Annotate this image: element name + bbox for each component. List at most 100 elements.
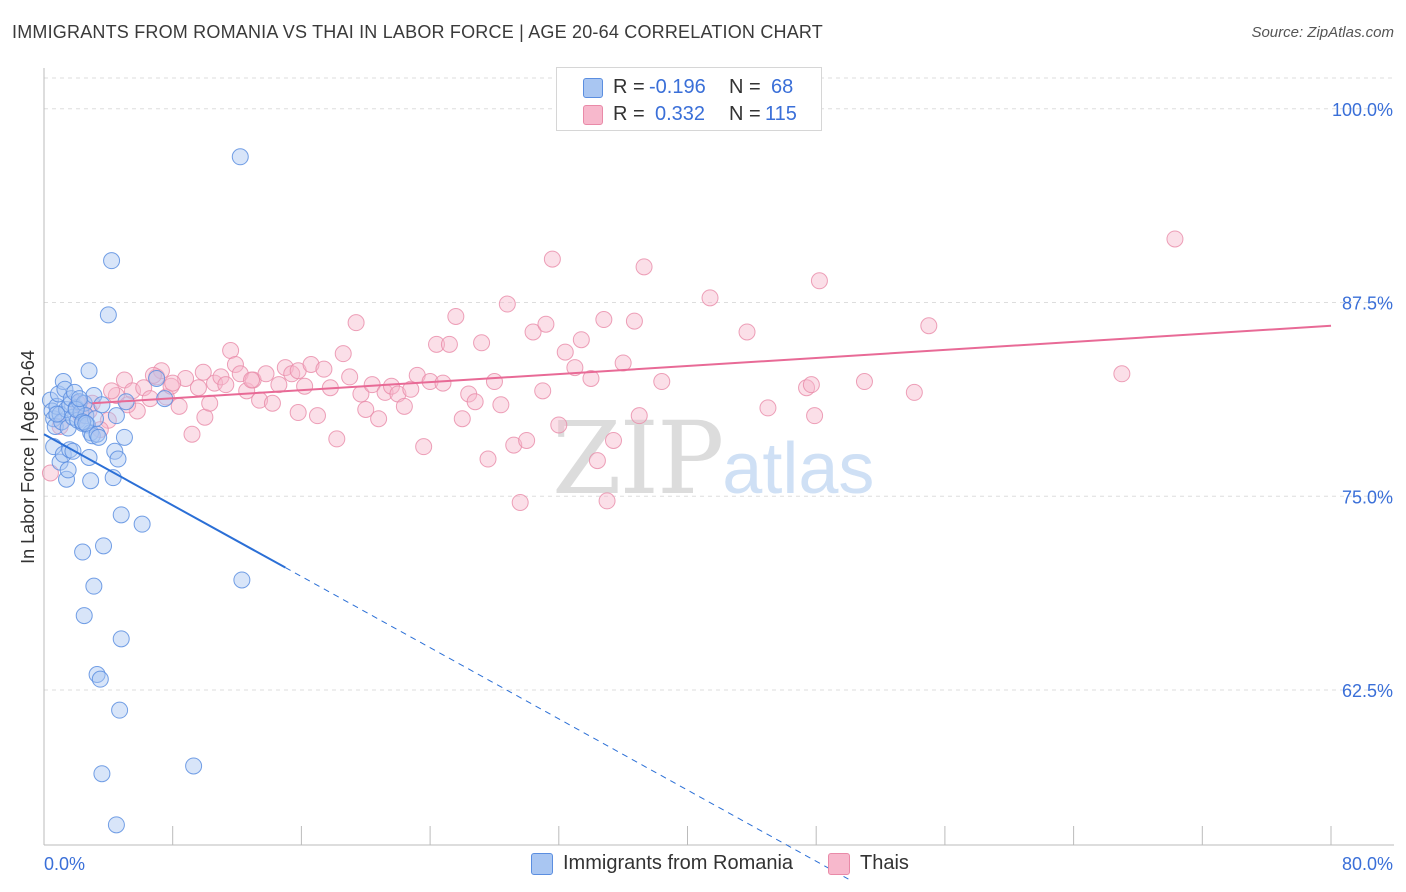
thais-point — [614, 354, 632, 372]
thais-point — [625, 312, 643, 330]
thais-point — [194, 363, 212, 381]
thais-point — [604, 431, 622, 449]
romania-point — [82, 472, 100, 490]
romania-point — [148, 369, 166, 387]
thais-point — [572, 331, 590, 349]
romania-point — [85, 577, 103, 595]
stats-legend: R = -0.196 N = 68 R = 0.332 N = 115 — [556, 67, 822, 131]
thais-point — [217, 376, 235, 394]
thais-point — [473, 334, 491, 352]
thais-point — [518, 431, 536, 449]
n-value: 68 — [771, 76, 794, 98]
thais-point — [144, 366, 162, 384]
thais-point — [598, 492, 616, 510]
romania-point — [107, 407, 125, 425]
x-tick-label: 80.0% — [1342, 854, 1393, 874]
thais-point — [485, 373, 503, 391]
y-tick-label: 100.0% — [1332, 100, 1393, 120]
thais-point — [270, 376, 288, 394]
thais-point — [566, 359, 584, 377]
thais-point — [183, 425, 201, 443]
source-credit: Source: ZipAtlas.com — [1251, 24, 1394, 41]
thais-point — [920, 317, 938, 335]
romania-point — [77, 414, 95, 432]
thais-point — [738, 323, 756, 341]
thais-point — [434, 374, 452, 392]
romania-point — [93, 396, 111, 414]
r-value: -0.196 — [649, 76, 706, 98]
romania-point — [48, 405, 66, 423]
legend-label: Immigrants from Romania — [563, 852, 794, 874]
thais-point — [415, 438, 433, 456]
legend-label: Thais — [860, 852, 909, 874]
romania-point — [95, 537, 113, 555]
thais-point — [395, 397, 413, 415]
chart-title: IMMIGRANTS FROM ROMANIA VS THAI IN LABOR… — [12, 22, 824, 42]
thais-point — [479, 450, 497, 468]
romania-point — [80, 362, 98, 380]
thais-point — [370, 410, 388, 428]
tick-labels: 62.5% 75.0% 87.5% 100.0% 0.0% 80.0% — [44, 100, 1393, 874]
thais-point — [226, 356, 244, 373]
thais-point — [238, 382, 256, 400]
thais-point — [582, 369, 600, 387]
thais-point — [806, 407, 824, 425]
thais-point — [128, 402, 146, 420]
thais-point — [534, 382, 552, 400]
romania-point — [59, 461, 77, 479]
thais-point — [556, 343, 574, 361]
thais-point — [498, 295, 516, 313]
thais-point — [440, 335, 458, 353]
thais-point — [289, 404, 307, 422]
thais-point — [453, 410, 471, 428]
thais-point — [41, 464, 59, 482]
thais-point — [243, 371, 261, 389]
thais-point — [315, 360, 333, 378]
romania-point — [133, 515, 151, 533]
thais-trend-line — [92, 324, 1332, 405]
watermark: ZIPatlas — [552, 400, 875, 517]
thais-point — [170, 397, 188, 415]
thais-point — [177, 369, 195, 387]
thais-point — [810, 272, 828, 290]
r-label: R = — [613, 76, 645, 98]
romania-point — [233, 571, 251, 589]
romania-legend-swatch — [531, 853, 553, 875]
thais-point — [201, 394, 219, 412]
thais-point — [588, 452, 606, 470]
thais-point — [505, 436, 523, 454]
thais-point — [103, 382, 121, 400]
romania-point — [109, 450, 127, 468]
romania-point — [112, 506, 130, 524]
romania-point — [107, 816, 125, 834]
thais-point — [1113, 365, 1131, 383]
thais-point — [759, 399, 777, 417]
thais-point — [524, 323, 542, 341]
x-tick-label: 0.0% — [44, 854, 85, 874]
romania-trend-extension — [285, 567, 849, 880]
y-tick-label: 62.5% — [1342, 681, 1393, 701]
romania-trend-line — [43, 433, 286, 569]
thais-point — [263, 394, 281, 412]
thais-point — [402, 380, 420, 398]
thais-point — [328, 430, 346, 448]
romania-point — [99, 306, 117, 324]
thais-point — [276, 359, 294, 377]
thais-point — [905, 383, 923, 401]
romania-point — [56, 380, 74, 398]
thais-point — [855, 373, 873, 391]
thais-points — [41, 230, 1184, 511]
romania-point — [231, 148, 249, 166]
thais-point — [802, 376, 820, 394]
romania-point — [70, 390, 88, 408]
n-label: N = — [729, 103, 761, 125]
thais-point — [447, 307, 465, 325]
romania-points — [41, 148, 251, 834]
romania-point — [91, 670, 109, 688]
y-axis-title: In Labor Force | Age 20-64 — [18, 350, 38, 564]
thais-point — [189, 379, 207, 397]
thais-point — [296, 377, 314, 395]
thais-point — [164, 374, 182, 392]
thais-point — [107, 387, 125, 404]
